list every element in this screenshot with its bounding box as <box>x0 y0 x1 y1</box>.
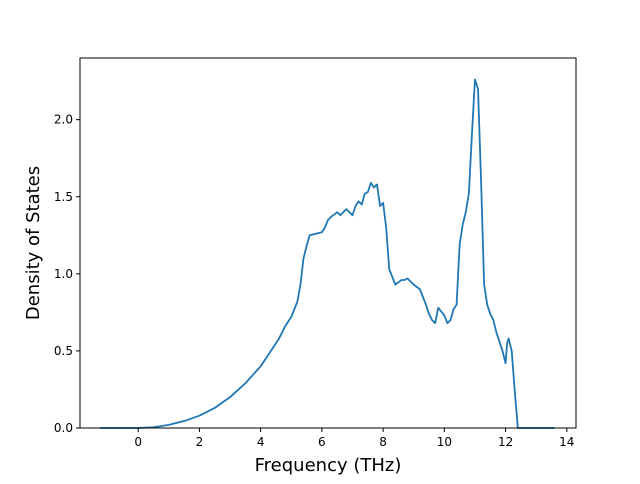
y-tick-label: 0.0 <box>54 421 73 435</box>
x-tick-label: 12 <box>498 435 513 449</box>
dos-series-line <box>99 78 555 429</box>
x-tick-label: 4 <box>257 435 265 449</box>
x-tick-label: 8 <box>379 435 387 449</box>
y-axis-ticks: 0.0 0.5 1.0 1.5 2.0 <box>54 113 80 435</box>
y-tick-label: 2.0 <box>54 113 73 127</box>
x-tick-label: 6 <box>318 435 326 449</box>
plot-frame <box>79 57 577 429</box>
x-tick-label: 14 <box>559 435 574 449</box>
x-tick-label: 10 <box>437 435 452 449</box>
y-tick-label: 0.5 <box>54 344 73 358</box>
x-tick-label: 2 <box>196 435 204 449</box>
y-axis-label: Density of States <box>23 166 44 320</box>
y-tick-label: 1.0 <box>54 267 73 281</box>
y-tick-label: 1.5 <box>54 190 73 204</box>
x-tick-label: 0 <box>134 435 142 449</box>
x-axis-label: Frequency (THz) <box>255 455 402 476</box>
x-axis-ticks: 0 2 4 6 8 10 12 14 <box>134 428 574 449</box>
